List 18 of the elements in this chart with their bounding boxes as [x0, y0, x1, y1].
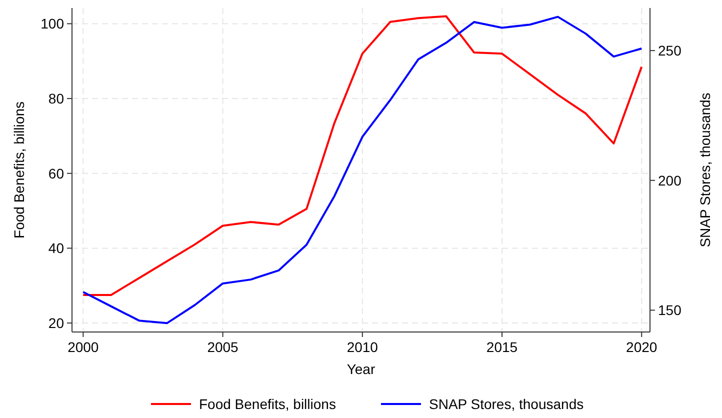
y-tick-label: 60	[48, 165, 64, 182]
y-tick-label: 20	[48, 315, 64, 332]
x-tick-label: 2020	[626, 339, 658, 355]
y2-tick-label: 250	[658, 42, 682, 59]
x-tick-label: 2000	[68, 339, 99, 355]
y2-tick-label: 150	[658, 302, 682, 318]
y-tick-label: 80	[48, 90, 64, 107]
x-axis-title: Year	[346, 361, 376, 377]
y-tick-label: 100	[40, 16, 64, 32]
x-tick-label: 2010	[346, 339, 378, 355]
legend-label: SNAP Stores, thousands	[429, 396, 584, 412]
y-axis-title: Food Benefits, billions	[11, 102, 27, 238]
y2-tick-label: 200	[658, 172, 682, 188]
x-tick-label: 2015	[486, 339, 518, 355]
x-tick-label: 2005	[207, 339, 239, 355]
y2-axis-title: SNAP Stores, thousands	[697, 92, 713, 248]
legend-label: Food Benefits, billions	[199, 396, 336, 412]
y-tick-label: 40	[48, 240, 64, 256]
